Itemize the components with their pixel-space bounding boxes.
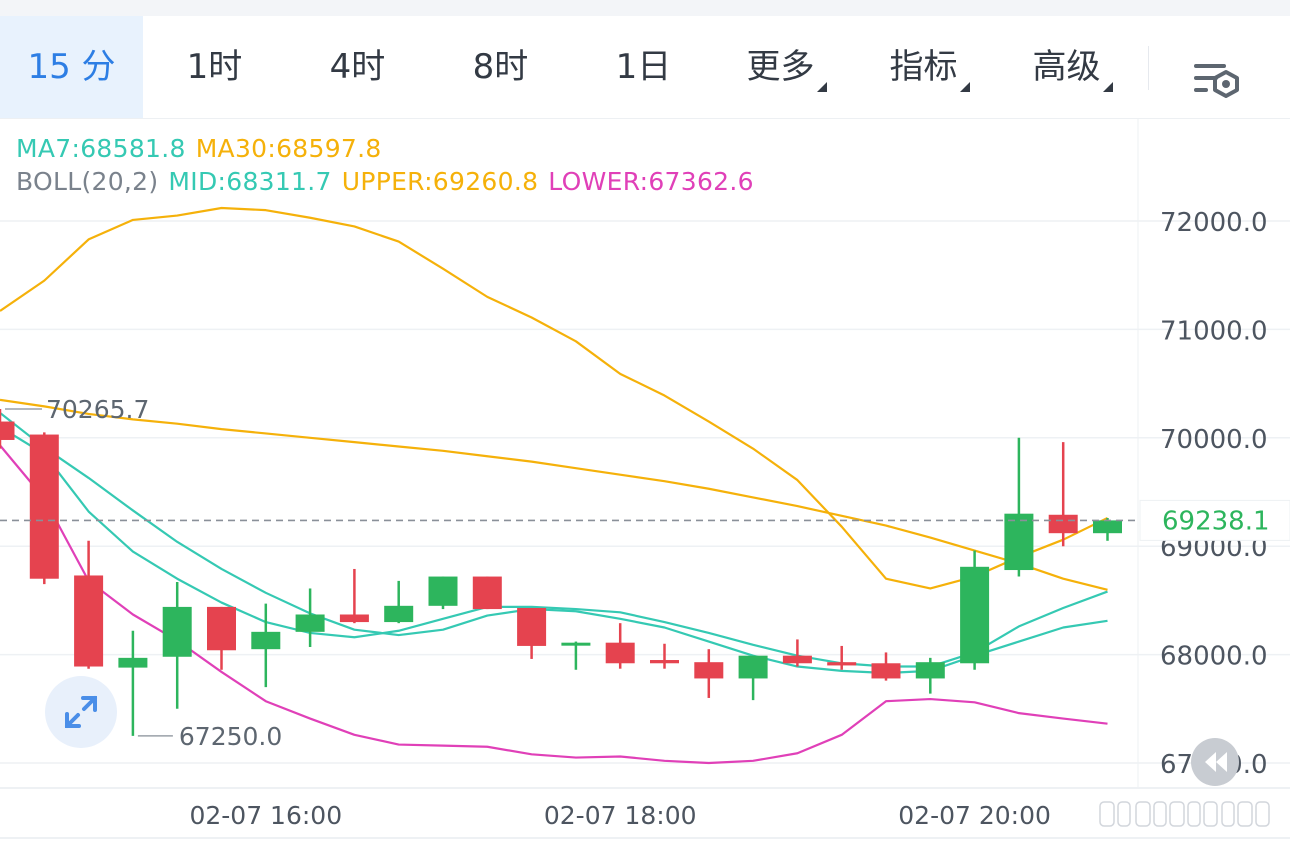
candle-up bbox=[1093, 520, 1122, 534]
tab-label: 指标 bbox=[889, 47, 958, 87]
candle-down bbox=[29, 434, 59, 579]
tab-label: 4时 bbox=[329, 47, 386, 87]
tab-1d[interactable]: 1日 bbox=[572, 16, 715, 118]
candle-up bbox=[162, 606, 192, 657]
candle-down bbox=[207, 606, 236, 651]
candle-down bbox=[782, 655, 812, 664]
chart-settings-icon[interactable] bbox=[1190, 58, 1246, 110]
footer-logo-mark bbox=[1117, 801, 1131, 827]
x-tick-label: 02-07 16:00 bbox=[189, 801, 342, 830]
tab-advanced-dropdown[interactable]: 高级 bbox=[1001, 16, 1144, 118]
legend-boll: BOLL(20,2) bbox=[16, 167, 159, 196]
y-tick-label: 68000.0 bbox=[1160, 642, 1268, 672]
legend-ma30: MA30:68597.8 bbox=[195, 134, 382, 163]
candle-up bbox=[561, 642, 591, 646]
tab-indicators-dropdown[interactable]: 指标 bbox=[858, 16, 1001, 118]
tab-label: 1日 bbox=[615, 47, 672, 87]
footer-logo-mark bbox=[1221, 801, 1235, 827]
candlestick-chart[interactable]: 72000.071000.070000.069000.068000.067000… bbox=[0, 118, 1290, 852]
y-tick-label: 70000.0 bbox=[1160, 425, 1268, 455]
boll-legend: BOLL(20,2) MID:68311.7 UPPER:69260.8 LOWER:… bbox=[16, 167, 764, 196]
candle-down bbox=[74, 575, 104, 667]
candle-down bbox=[827, 662, 857, 666]
ma-legend: MA7:68581.8 MA30:68597.8 bbox=[16, 134, 392, 163]
candle-up bbox=[960, 566, 990, 664]
series-ma30-line bbox=[0, 398, 1108, 591]
legend-ma7: MA7:68581.8 bbox=[16, 134, 186, 163]
interval-tab-bar: 15 分 1时 4时 8时 1日 更多 指标 高级 bbox=[0, 16, 1290, 119]
candle-up bbox=[295, 614, 325, 632]
max-price-label: 70265.7 bbox=[46, 395, 149, 424]
footer-logo-mark bbox=[1237, 801, 1253, 827]
expand-icon[interactable] bbox=[45, 676, 117, 748]
footer-logo-mark bbox=[1255, 801, 1270, 827]
candle-down bbox=[472, 576, 502, 610]
candle-up bbox=[118, 657, 148, 668]
tab-divider bbox=[1148, 46, 1149, 90]
footer-logo-mark bbox=[1187, 801, 1201, 827]
x-tick-label: 02-07 20:00 bbox=[898, 801, 1051, 830]
tab-label: 1时 bbox=[186, 47, 243, 87]
candle-down bbox=[650, 660, 679, 664]
current-price-tag bbox=[1139, 499, 1290, 541]
footer-logo-mark bbox=[1153, 801, 1167, 827]
candle-down bbox=[605, 642, 635, 664]
min-price-label: 67250.0 bbox=[179, 722, 282, 751]
x-tick-label: 02-07 18:00 bbox=[544, 801, 697, 830]
y-tick-label: 72000.0 bbox=[1160, 208, 1268, 238]
candle-down bbox=[871, 663, 901, 679]
top-strip bbox=[0, 0, 1290, 16]
candle-down bbox=[694, 662, 724, 679]
tab-label: 更多 bbox=[746, 47, 815, 87]
dropdown-triangle-icon bbox=[816, 82, 827, 92]
candle-down bbox=[339, 614, 369, 623]
legend-mid: MID:68311.7 bbox=[168, 167, 332, 196]
candle-up bbox=[738, 655, 768, 679]
footer-logo-mark bbox=[1169, 801, 1185, 827]
candle-up bbox=[1004, 513, 1034, 571]
current-price-label: 69238.1 bbox=[1162, 506, 1270, 536]
legend-upper: UPPER:69260.8 bbox=[341, 167, 539, 196]
dropdown-triangle-icon bbox=[959, 82, 970, 92]
footer-logo-mark bbox=[1099, 801, 1115, 827]
footer-logo-mark bbox=[1135, 801, 1151, 827]
candle-down bbox=[517, 607, 547, 646]
tab-label: 8时 bbox=[472, 47, 529, 87]
candle-up bbox=[428, 576, 458, 606]
tab-more-dropdown[interactable]: 更多 bbox=[715, 16, 858, 118]
plot-area bbox=[0, 206, 1122, 765]
candle-down bbox=[1048, 514, 1078, 534]
footer-logo-mark bbox=[1203, 801, 1218, 827]
series-upper-line bbox=[0, 206, 1108, 590]
footer-logo bbox=[1099, 801, 1270, 827]
series-lower-line bbox=[0, 444, 1108, 765]
candle-up bbox=[915, 662, 945, 679]
tab-label: 高级 bbox=[1032, 47, 1101, 87]
tab-15min[interactable]: 15 分 bbox=[0, 16, 143, 118]
candle-up bbox=[251, 631, 281, 650]
candle-down bbox=[0, 421, 15, 440]
y-tick-label: 71000.0 bbox=[1160, 316, 1268, 346]
tab-label: 15 分 bbox=[27, 47, 116, 87]
tab-1h[interactable]: 1时 bbox=[143, 16, 286, 118]
tab-8h[interactable]: 8时 bbox=[429, 16, 572, 118]
tab-4h[interactable]: 4时 bbox=[286, 16, 429, 118]
candle-up bbox=[384, 605, 414, 623]
legend-lower: LOWER:67362.6 bbox=[548, 167, 754, 196]
rewind-icon[interactable] bbox=[1191, 738, 1239, 786]
dropdown-triangle-icon bbox=[1102, 82, 1113, 92]
